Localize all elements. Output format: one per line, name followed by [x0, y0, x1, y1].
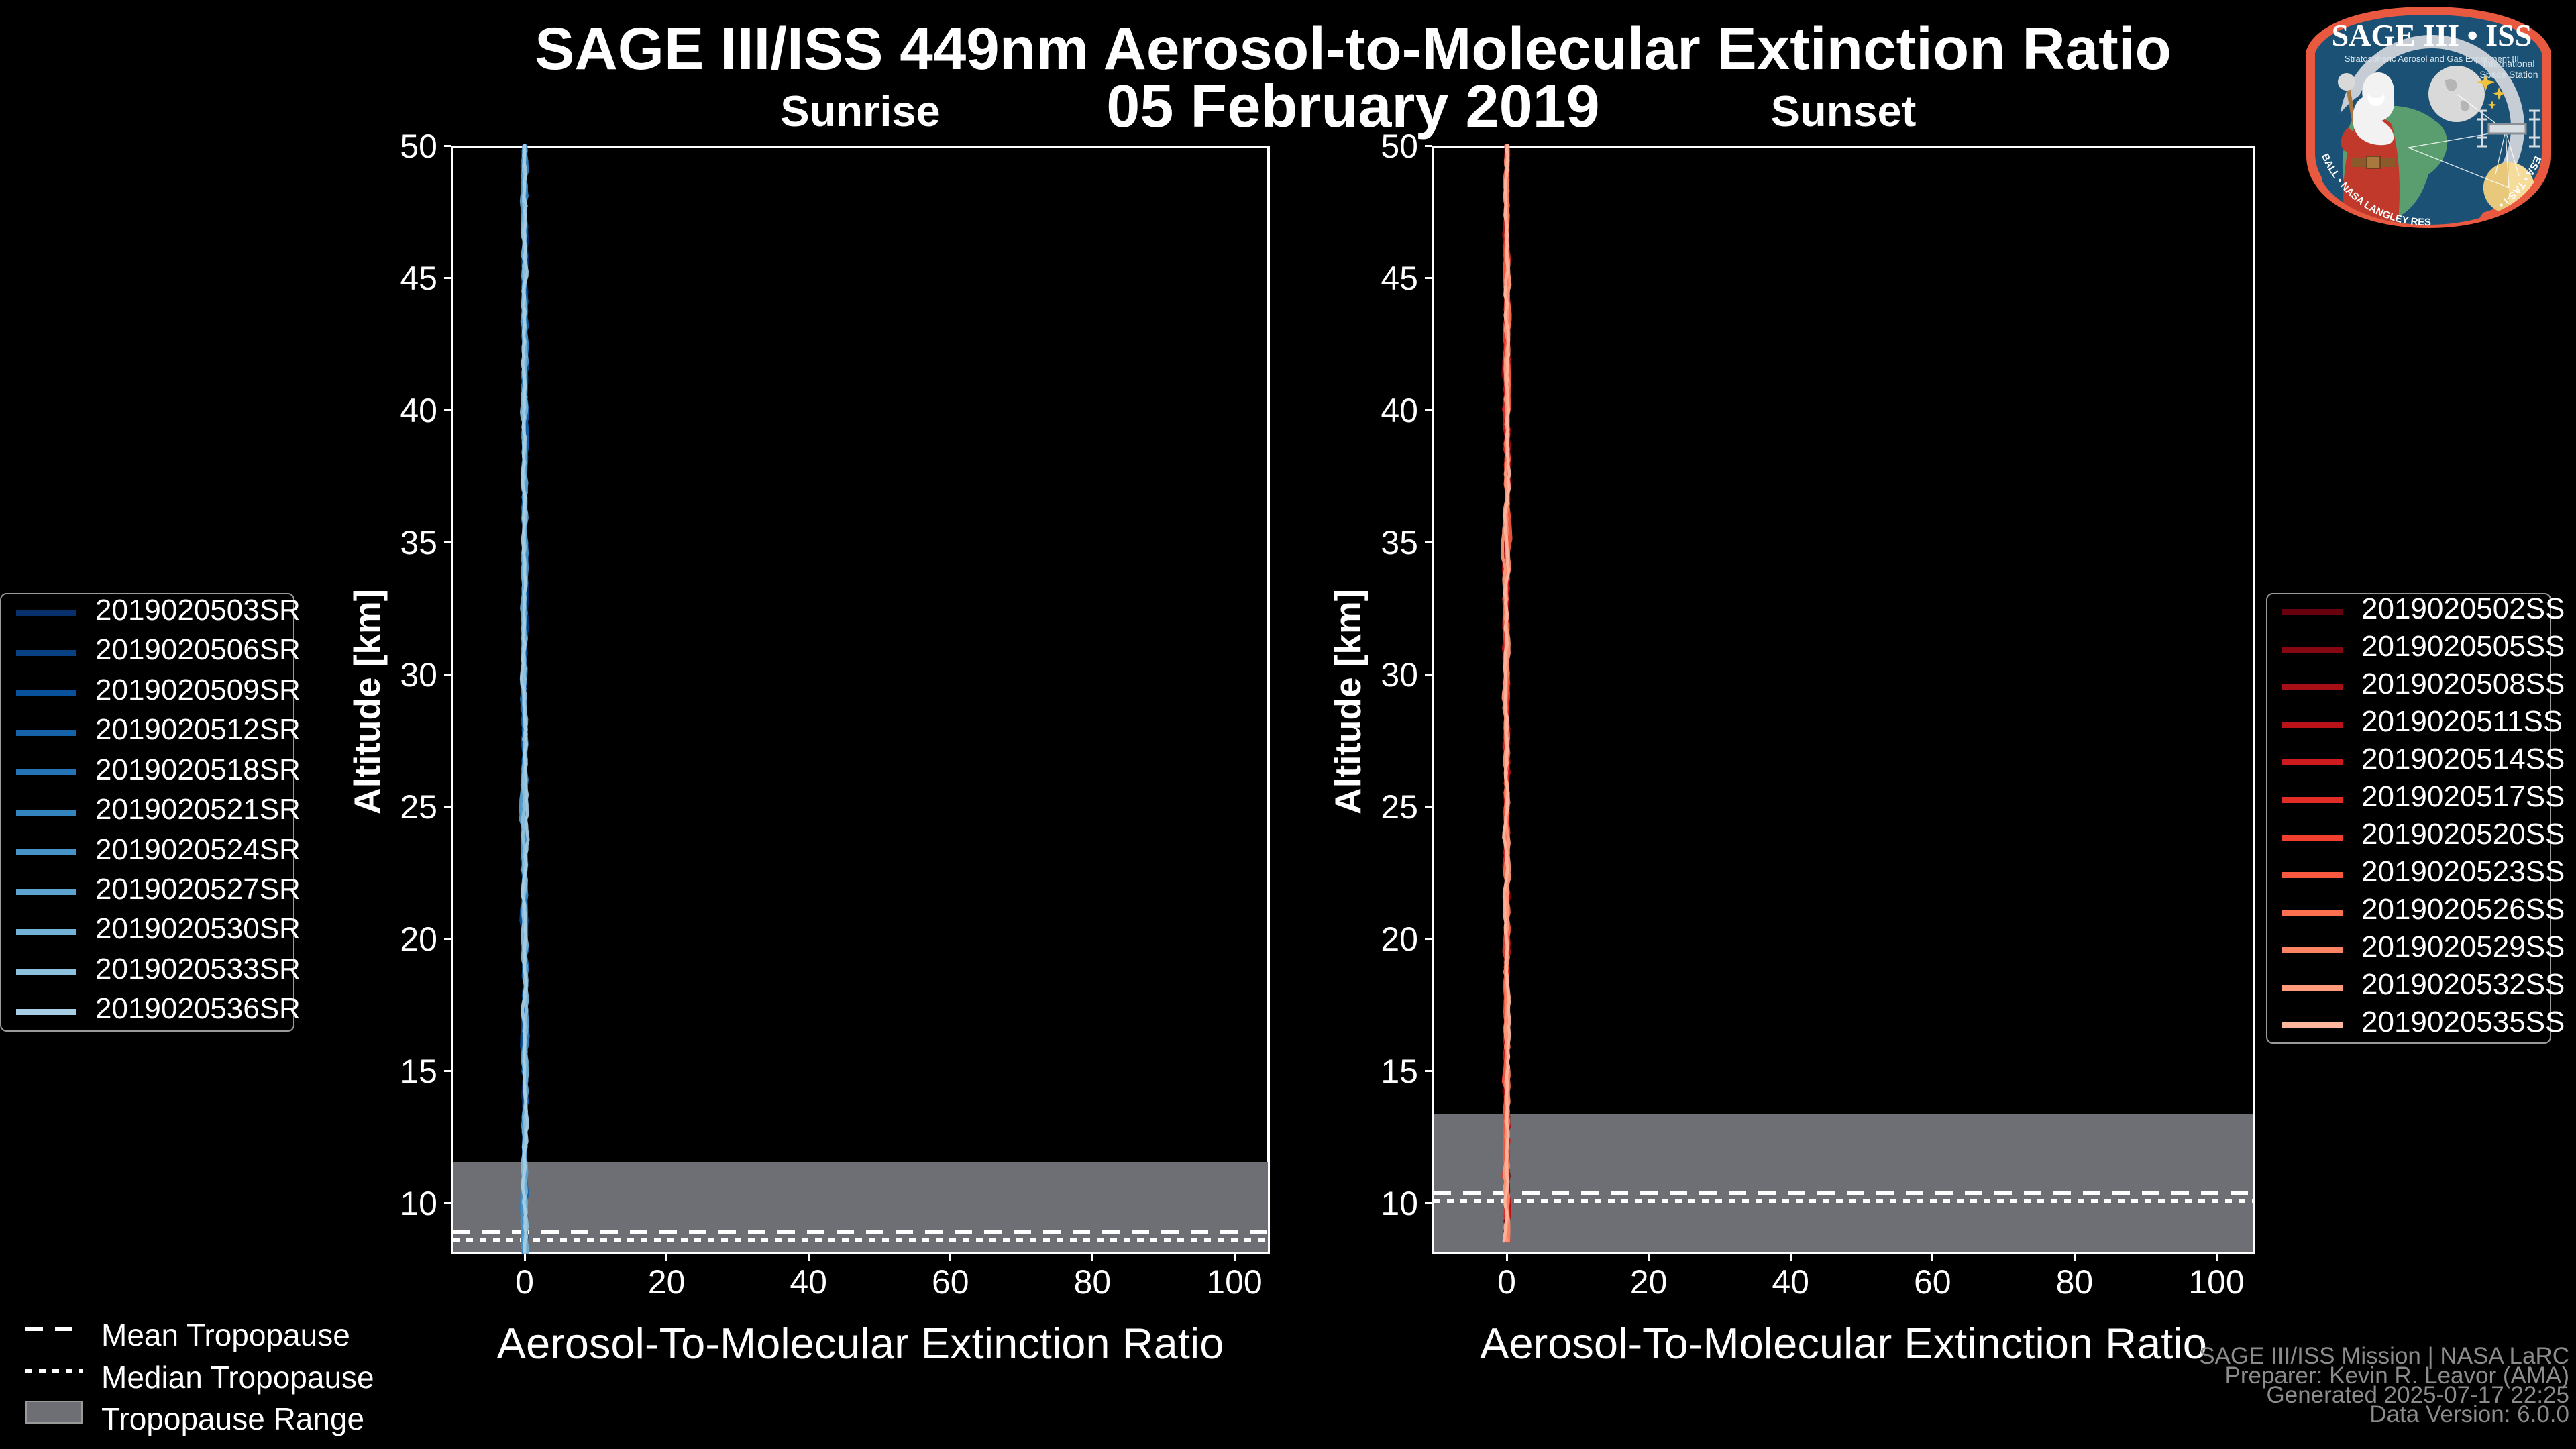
svg-text:SAGE III • ISS: SAGE III • ISS — [2332, 18, 2532, 52]
svg-text:International: International — [2483, 58, 2534, 69]
svg-text:Space Station: Space Station — [2479, 69, 2538, 80]
